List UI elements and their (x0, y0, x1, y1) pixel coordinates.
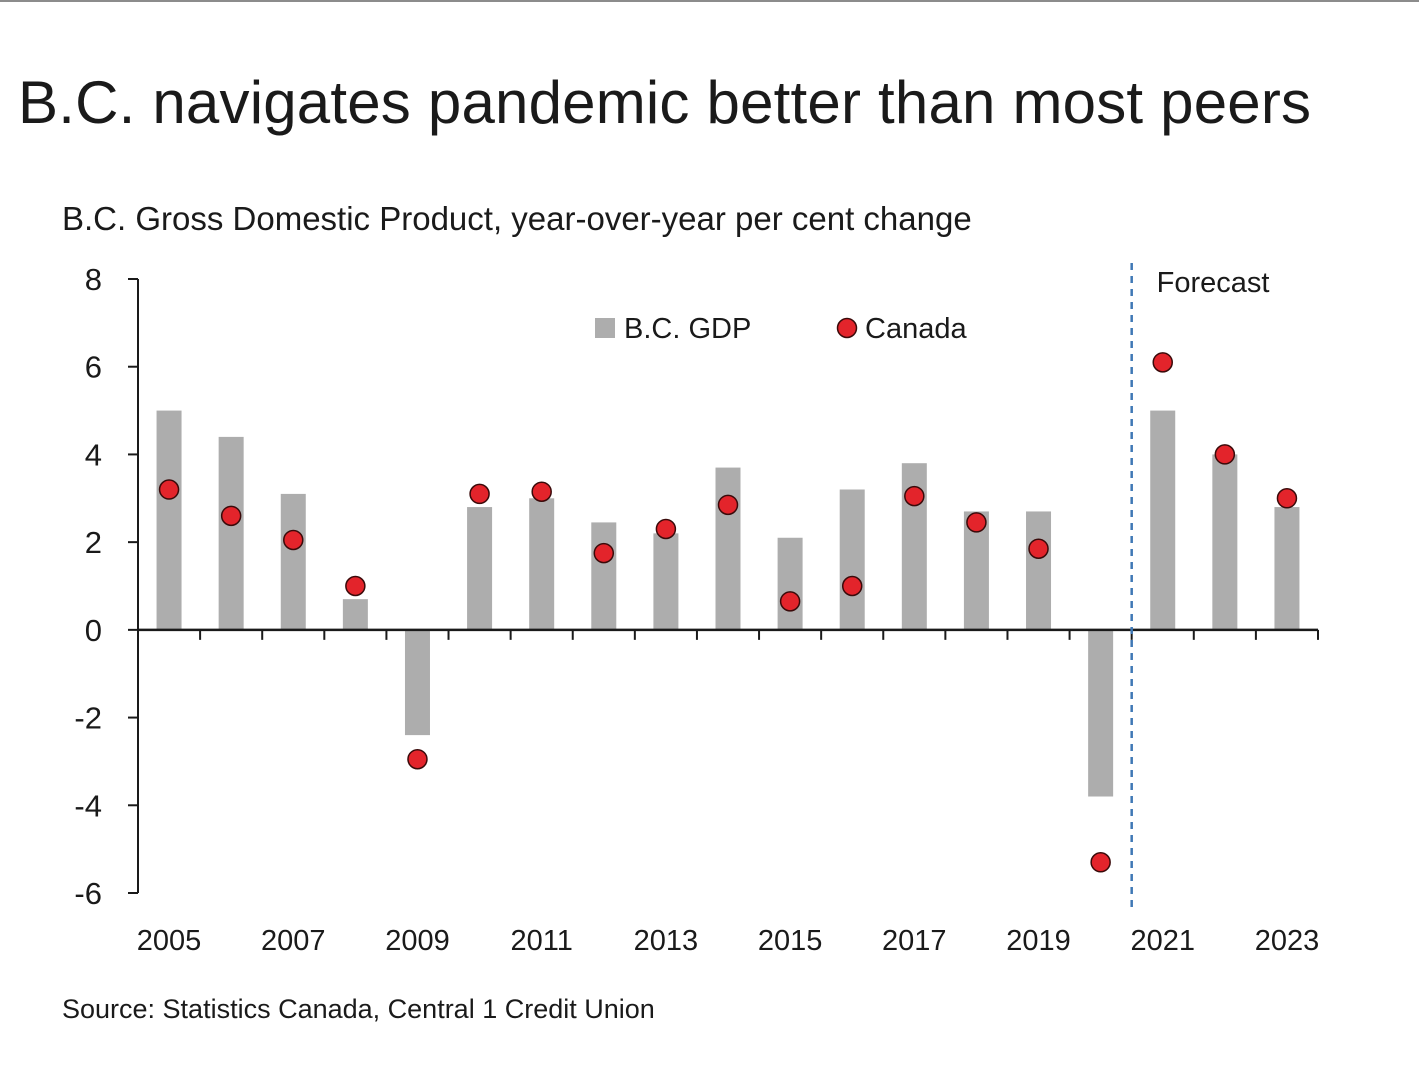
bar-2013 (653, 533, 679, 630)
x-tick-label: 2017 (882, 925, 947, 957)
bar-2008 (342, 599, 368, 630)
x-tick-label: 2011 (510, 925, 572, 957)
canada-dot-2012 (593, 542, 615, 564)
bar-2011 (529, 498, 555, 630)
canada-dot-2019 (1028, 538, 1049, 559)
bar-2022 (1212, 454, 1238, 630)
canada-dots (158, 352, 1298, 873)
chart-subtitle: B.C. Gross Domestic Product, year-over-y… (62, 200, 972, 237)
y-tick-label: -2 (74, 701, 102, 736)
bar-2016 (839, 489, 865, 630)
x-tick-label: 2019 (1006, 925, 1071, 957)
forecast-label: Forecast (1157, 267, 1270, 299)
canada-dot-2023 (1276, 488, 1298, 509)
chart-legend: B.C. GDP Canada (595, 313, 967, 345)
chart-title: B.C. navigates pandemic better than most… (18, 69, 1312, 136)
canada-dot-2018 (966, 512, 987, 533)
legend-swatch-canada (836, 317, 858, 339)
forecast-marker: Forecast (1130, 263, 1270, 912)
legend-label-canada: Canada (865, 313, 967, 345)
canada-dot-2021 (1152, 352, 1173, 373)
x-tick-label: 2007 (261, 925, 326, 957)
y-tick-label: 4 (85, 437, 102, 472)
chart-axes: -6 -4 -2 0 2 4 6 8 2005 2007 2009 2011 2013 2015 2017 2… (74, 262, 1319, 957)
bc-gdp-bars (156, 410, 1300, 797)
canada-dot-2017 (904, 485, 925, 507)
y-tick-label: -4 (74, 788, 102, 823)
bar-2023 (1274, 507, 1300, 630)
bar-2014 (715, 467, 741, 630)
bar-2012 (591, 522, 617, 630)
canada-dot-2016 (841, 575, 863, 597)
canada-dot-2011 (531, 481, 552, 502)
canada-dot-2013 (655, 518, 677, 540)
canada-dot-2008 (345, 575, 366, 597)
y-tick-label: -6 (74, 876, 102, 911)
y-tick-label: 8 (85, 262, 102, 297)
canada-dot-2009 (407, 748, 428, 770)
canada-dot-2020 (1090, 852, 1111, 873)
x-tick-label: 2009 (385, 925, 450, 957)
bar-2020 (1088, 629, 1114, 797)
canada-dot-2010 (469, 483, 490, 505)
legend-swatch-bc-gdp (595, 318, 615, 338)
x-tick-label: 2015 (758, 925, 823, 957)
y-tick-label: 6 (85, 350, 102, 385)
canada-dot-2014 (717, 494, 739, 516)
bar-2021 (1150, 410, 1176, 630)
canada-dot-2005 (158, 479, 180, 500)
canada-dot-2006 (220, 505, 242, 527)
x-tick-label: 2023 (1255, 925, 1320, 957)
canada-dot-2007 (283, 529, 304, 551)
legend-label-bc-gdp: B.C. GDP (624, 313, 751, 345)
canada-dot-2022 (1214, 444, 1236, 465)
y-tick-label: 0 (85, 613, 102, 648)
x-tick-label: 2013 (634, 925, 699, 957)
bar-2005 (156, 410, 182, 630)
bar-2010 (467, 507, 493, 630)
canada-dot-2015 (779, 591, 801, 612)
source-note: Source: Statistics Canada, Central 1 Cre… (62, 994, 655, 1024)
bar-2015 (777, 537, 803, 630)
bar-2009 (404, 629, 430, 736)
y-tick-label: 2 (85, 525, 102, 560)
bar-2006 (218, 436, 244, 630)
top-border (0, 0, 1419, 2)
x-tick-label: 2005 (137, 925, 202, 957)
x-tick-label: 2021 (1130, 925, 1195, 957)
bar-2019 (1026, 511, 1052, 630)
bar-2007 (280, 493, 306, 630)
